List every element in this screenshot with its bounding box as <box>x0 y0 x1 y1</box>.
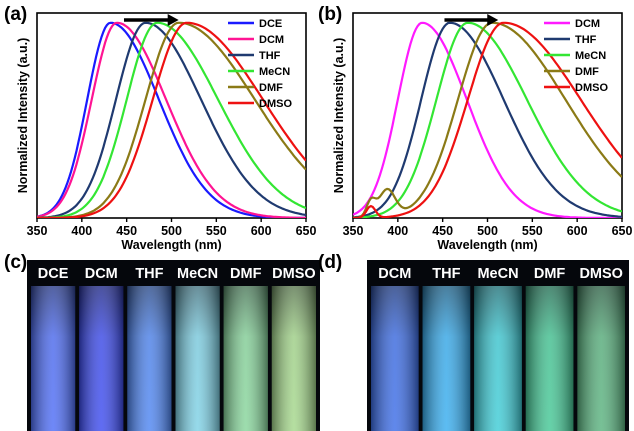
vial-glass-shading <box>371 286 419 431</box>
vial-glass-shading <box>79 286 124 431</box>
legend-label-mecn: MeCN <box>259 66 290 78</box>
x-axis-title: Wavelength (nm) <box>437 238 537 252</box>
legend-label-thf: THF <box>259 50 281 62</box>
x-tick-label: 550 <box>522 224 543 238</box>
y-axis-title: Normalized Intensity (a.u.) <box>332 38 346 194</box>
vial-label-dce: DCE <box>38 266 69 282</box>
panel-a-label: (a) <box>4 4 27 25</box>
panel-b-label: (b) <box>318 4 342 25</box>
vial-label-dmso: DMSO <box>272 266 316 282</box>
series-line-dmso <box>353 21 622 218</box>
series-line-dce <box>37 21 306 218</box>
vial-label-dcm: DCM <box>85 266 118 282</box>
vial-glass-shading <box>271 286 316 431</box>
x-tick-label: 500 <box>161 224 182 238</box>
legend-label-dcm: DCM <box>575 18 600 30</box>
vial-label-thf: THF <box>432 266 460 282</box>
vial-label-mecn: MeCN <box>177 266 218 282</box>
vial-glass-shading <box>175 286 220 431</box>
x-tick-label: 600 <box>251 224 272 238</box>
x-tick-label: 600 <box>567 224 588 238</box>
x-tick-label: 350 <box>27 224 48 238</box>
legend-label-mecn: MeCN <box>575 50 606 62</box>
chart-a: 350 400 450 500 550 600 650 Wavelength (nm) Norm… <box>16 12 317 252</box>
legend-label-dce: DCE <box>259 18 282 30</box>
photo-background <box>27 260 320 431</box>
x-tick-label: 650 <box>296 224 317 238</box>
photo-c: DCE DCM THF MeCN DMF DMSO <box>27 260 320 431</box>
vial-glass-shading <box>525 286 574 431</box>
legend-label-thf: THF <box>575 34 597 46</box>
x-tick-label: 450 <box>432 224 453 238</box>
vial-label-dmf: DMF <box>230 266 262 282</box>
vial-glass-shading <box>422 286 471 431</box>
panel-d-label: (d) <box>318 252 342 273</box>
photo-d: DCM THF MeCN DMF DMSO <box>367 260 629 431</box>
chart-b: 350 400 450 500 550 600 650 Wavelength (nm) Norm… <box>332 12 633 252</box>
legend-label-dmf: DMF <box>575 66 599 78</box>
panel-c-label: (c) <box>4 252 27 273</box>
vial-glass-shading <box>127 286 172 431</box>
series-line-dmso <box>37 21 306 218</box>
vial-label-mecn: MeCN <box>477 266 518 282</box>
x-tick-label: 450 <box>116 224 137 238</box>
legend-label-dmso: DMSO <box>575 82 608 94</box>
series-line-dcm <box>37 21 306 218</box>
shift-arrow-head <box>167 14 179 26</box>
vial-glass-shading <box>31 286 76 431</box>
vial-label-thf: THF <box>135 266 163 282</box>
x-tick-label: 550 <box>206 224 227 238</box>
vial-glass-shading <box>474 286 522 431</box>
x-axis-title: Wavelength (nm) <box>121 238 221 252</box>
vial-label-dcm: DCM <box>378 266 411 282</box>
series-line-thf <box>353 21 622 218</box>
vial-label-dmf: DMF <box>534 266 566 282</box>
panel-a: (a) 350 400 450 500 550 600 650 Wavelength (nm)… <box>4 4 316 252</box>
legend-label-dmso: DMSO <box>259 98 292 110</box>
panel-d: (d) DCM THF MeCN DMF DMSO <box>318 252 629 431</box>
vial-glass-shading <box>577 286 625 431</box>
x-tick-label: 400 <box>387 224 408 238</box>
x-tick-label: 400 <box>71 224 92 238</box>
x-tick-label: 500 <box>477 224 498 238</box>
legend-label-dmf: DMF <box>259 82 283 94</box>
x-tick-label: 350 <box>343 224 364 238</box>
y-axis-title: Normalized Intensity (a.u.) <box>16 38 30 194</box>
legend-label-dcm: DCM <box>259 34 284 46</box>
panel-c: (c) DCE DCM THF MeCN DMF DMSO <box>4 252 320 431</box>
x-tick-label: 650 <box>612 224 633 238</box>
shift-arrow-head <box>487 14 499 26</box>
panel-b: (b) 350 400 450 500 550 600 650 Wavelength (nm)… <box>318 4 632 252</box>
vial-label-dmso: DMSO <box>579 266 623 282</box>
vial-glass-shading <box>223 286 268 431</box>
series-line-dcm <box>353 21 622 218</box>
